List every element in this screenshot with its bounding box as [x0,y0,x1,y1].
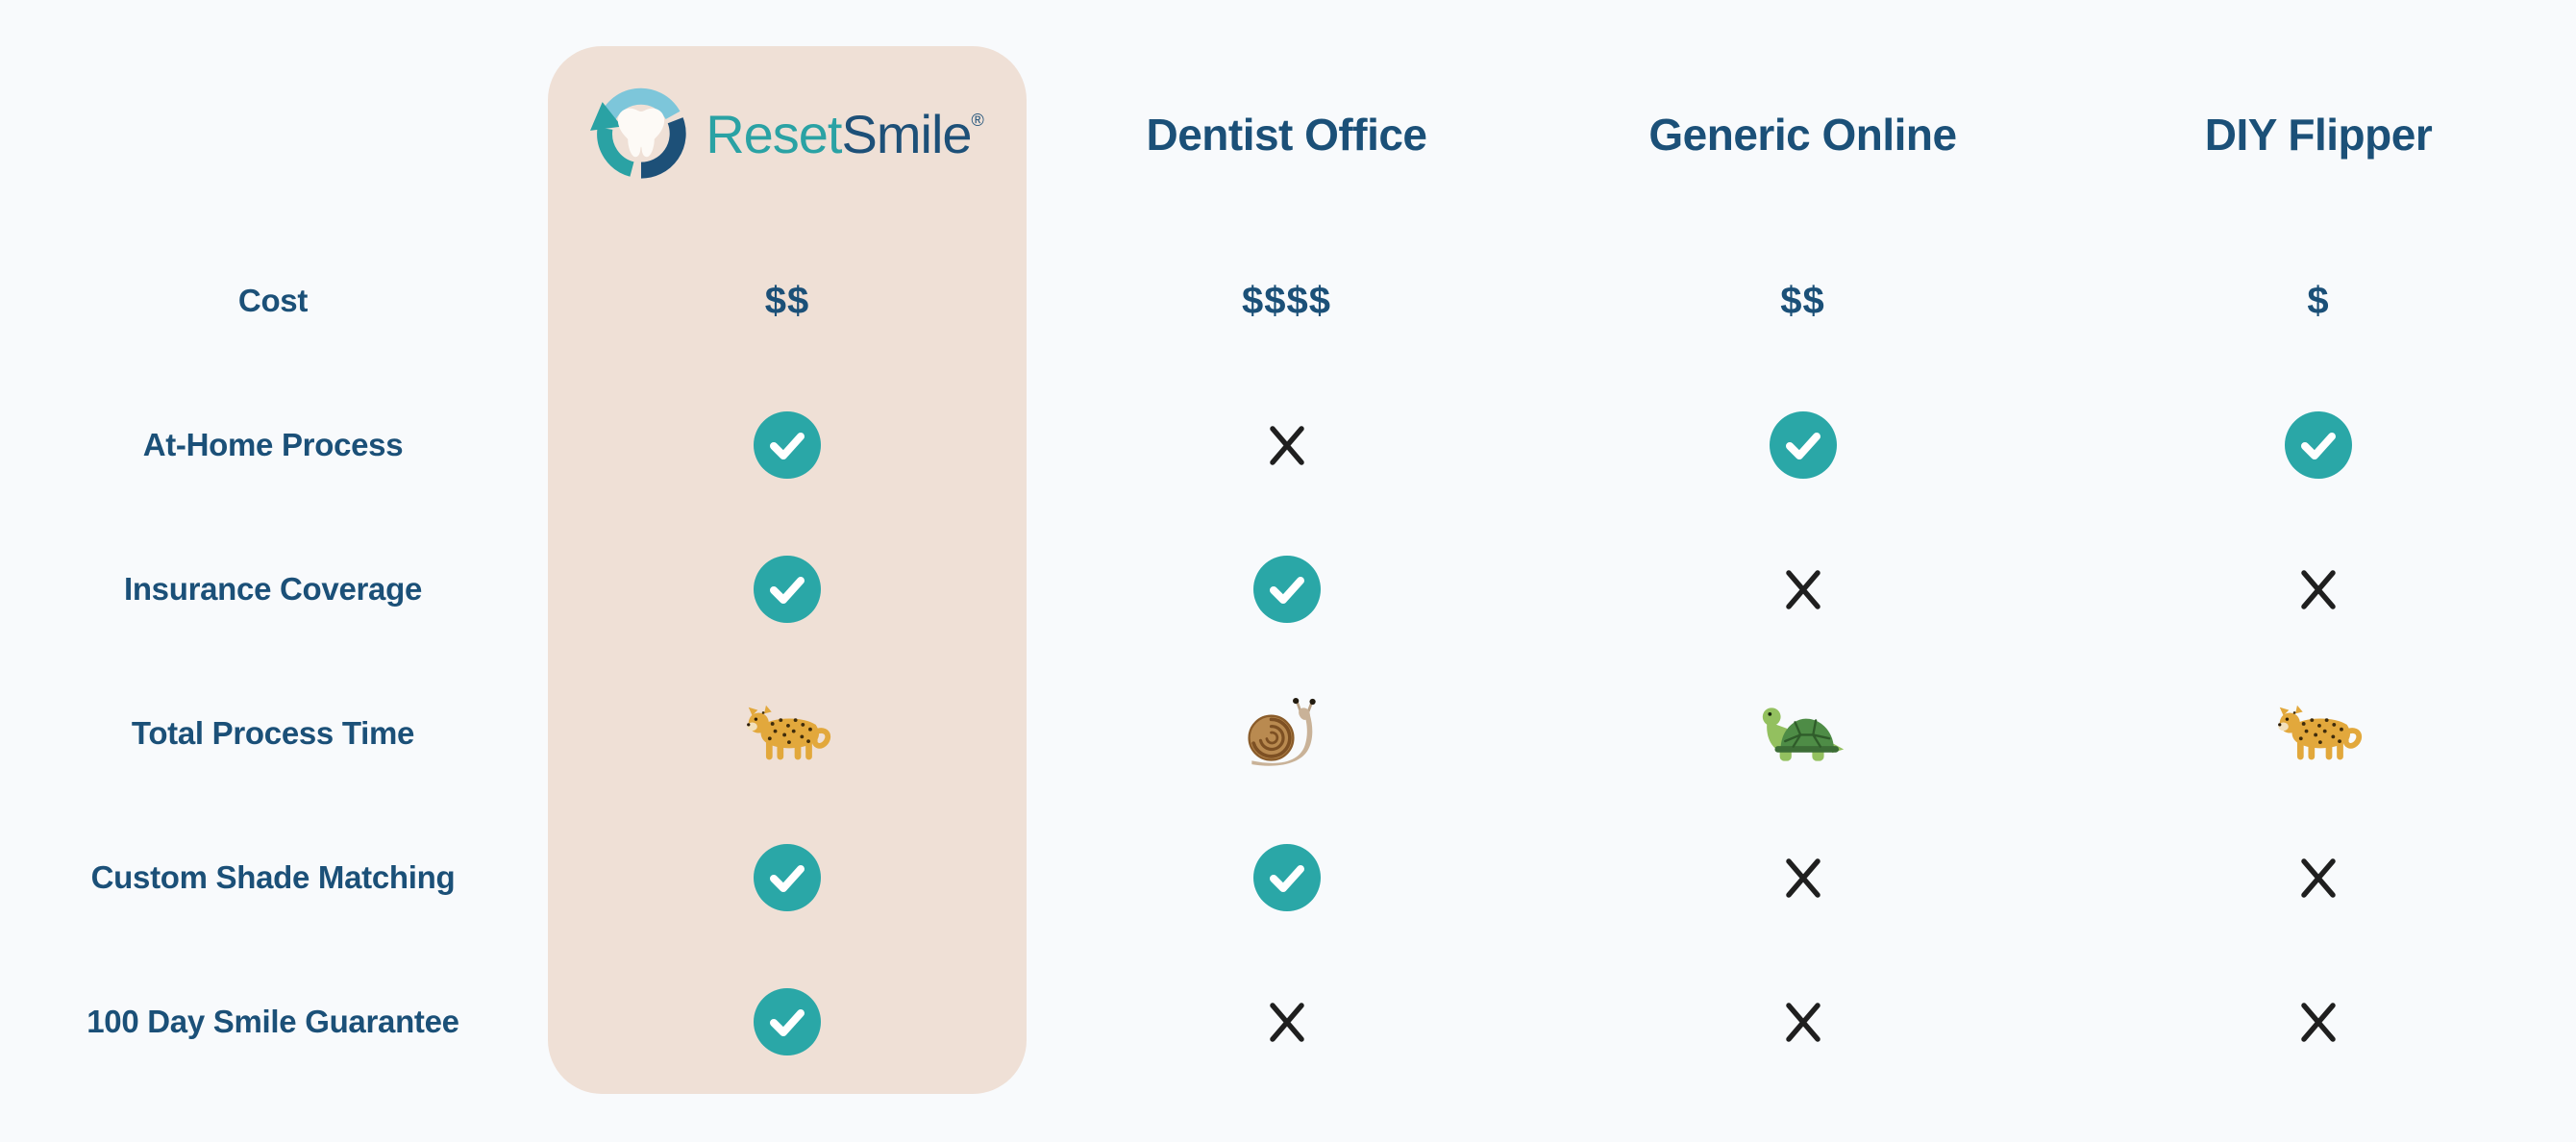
x-icon [1785,569,1821,609]
cell-100-day-smile-guarantee-dentist-office [1028,950,1545,1094]
row-label-cost: Cost [237,283,309,318]
check-icon [1252,844,1321,911]
cost-value-generic-online: $$ [1780,279,1825,322]
cost-value-resetsmile: $$ [764,279,810,322]
x-icon [2301,569,2336,609]
check-icon [754,556,821,623]
cell-at-home-process-diy-flipper [2061,373,2576,517]
cell-cost-generic-online: $$ [1545,229,2061,373]
row-label-total-process-time: Total Process Time [131,715,415,751]
cell-at-home-process-resetsmile [546,373,1028,517]
cell-100-day-smile-guarantee-diy-flipper [2061,950,2576,1094]
column-header-diy-flipper: DIY Flipper [2204,110,2433,160]
check-icon [1769,411,1837,479]
cell-at-home-process-generic-online [1545,373,2061,517]
snail-icon [1247,697,1316,766]
cost-value-diy-flipper: $ [2307,279,2330,322]
cell-at-home-process-dentist-office [1028,373,1545,517]
check-icon [754,844,821,911]
cell-custom-shade-matching-diy-flipper [2061,806,2576,950]
row-label-custom-shade-matching: Custom Shade Matching [90,859,456,895]
wordmark-reset: Reset [706,103,842,164]
cell-total-process-time-generic-online [1545,661,2061,806]
resetsmile-logo: ResetSmile® [546,0,1028,229]
cell-insurance-coverage-dentist-office [1028,517,1545,661]
comparison-grid: ResetSmile® Dentist Office Generic Onlin… [0,0,2576,1094]
cell-insurance-coverage-resetsmile [546,517,1028,661]
x-icon [1269,1002,1304,1042]
wordmark-smile: Smile [841,103,973,164]
check-icon [754,988,821,1055]
cell-cost-resetsmile: $$ [546,229,1028,373]
header-spacer [0,0,546,229]
check-icon [754,411,821,479]
registered-mark: ® [971,110,984,130]
cell-100-day-smile-guarantee-generic-online [1545,950,2061,1094]
check-icon [2285,411,2352,479]
x-icon [1269,425,1304,465]
turtle-icon [1762,707,1844,761]
resetsmile-logo-icon [590,87,686,179]
cell-cost-diy-flipper: $ [2061,229,2576,373]
cell-custom-shade-matching-generic-online [1545,806,2061,950]
cell-insurance-coverage-diy-flipper [2061,517,2576,661]
column-header-dentist-office: Dentist Office [1146,110,1427,160]
cell-cost-dentist-office: $$$$ [1028,229,1545,373]
cell-total-process-time-diy-flipper [2061,661,2576,806]
cell-custom-shade-matching-dentist-office [1028,806,1545,950]
cell-insurance-coverage-generic-online [1545,517,2061,661]
row-label-at-home-process: At-Home Process [142,427,404,462]
x-icon [1785,1002,1821,1042]
cell-total-process-time-dentist-office [1028,661,1545,806]
x-icon [2301,857,2336,898]
leopard-icon [2278,705,2363,759]
row-label-100-day-smile-guarantee: 100 Day Smile Guarantee [87,1004,459,1039]
cell-total-process-time-resetsmile [546,661,1028,806]
check-icon [1252,556,1321,623]
x-icon [1785,857,1821,898]
cost-value-dentist-office: $$$$ [1242,279,1331,322]
cell-100-day-smile-guarantee-resetsmile [546,950,1028,1094]
cell-custom-shade-matching-resetsmile [546,806,1028,950]
column-header-generic-online: Generic Online [1648,110,1957,160]
resetsmile-wordmark: ResetSmile® [706,103,984,165]
x-icon [2301,1002,2336,1042]
row-label-insurance-coverage: Insurance Coverage [123,571,423,607]
leopard-icon [747,705,831,759]
